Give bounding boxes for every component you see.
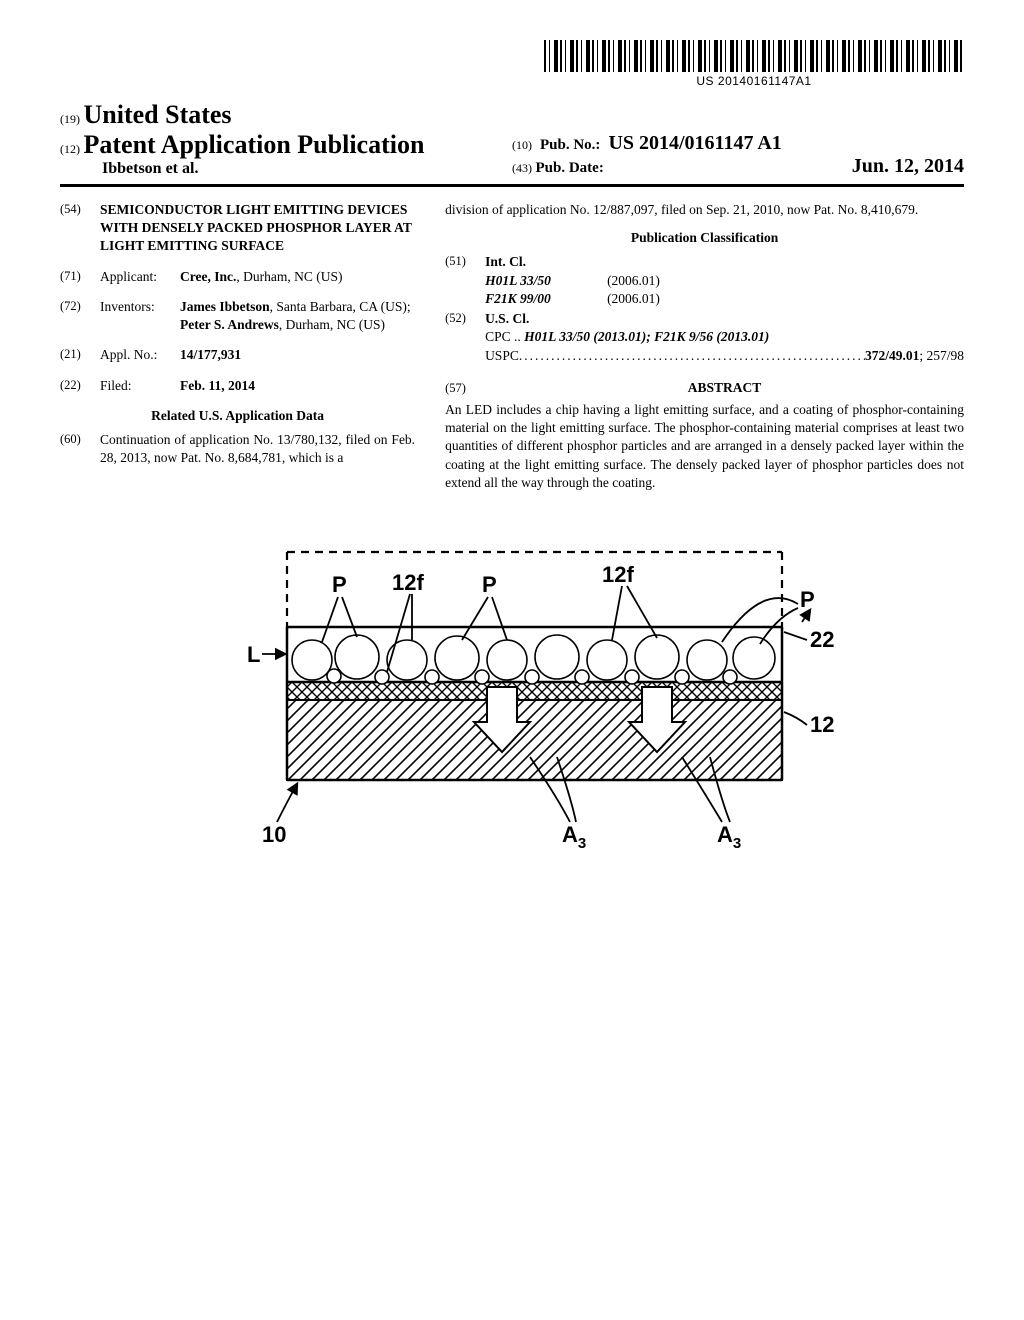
pubno-label: Pub. No.: xyxy=(540,137,600,154)
uspc-line: USPC 372/49.01; 257/98 xyxy=(485,347,964,365)
header-row: (19) United States (12) Patent Applicati… xyxy=(60,100,964,178)
num43: (43) xyxy=(512,161,532,175)
inventors-label: Inventors: xyxy=(100,298,180,334)
intcl-label: Int. Cl. xyxy=(485,254,526,269)
barcode: US 20140161147A1 xyxy=(544,40,964,88)
intcl2-year: (2006.01) xyxy=(607,290,660,308)
pubno: US 2014/0161147 A1 xyxy=(608,132,781,155)
field-related: (60) Continuation of application No. 13/… xyxy=(60,431,415,467)
intcl-row-1: H01L 33/50 (2006.01) xyxy=(485,272,964,290)
num10: (10) xyxy=(512,138,532,153)
pubtype-line: (12) Patent Application Publication xyxy=(60,130,512,160)
label-12f-2: 12f xyxy=(602,562,634,587)
num12: (12) xyxy=(60,142,80,156)
field-applicant: (71) Applicant: Cree, Inc., Durham, NC (… xyxy=(60,268,415,286)
pubno-line: (10) Pub. No.: US 2014/0161147 A1 xyxy=(512,132,964,155)
label-12f-1: 12f xyxy=(392,570,424,595)
header-rule xyxy=(60,184,964,187)
num71: (71) xyxy=(60,268,100,286)
intcl1-year: (2006.01) xyxy=(607,272,660,290)
field-inventors: (72) Inventors: James Ibbetson, Santa Ba… xyxy=(60,298,415,334)
num19: (19) xyxy=(60,112,80,126)
num51: (51) xyxy=(445,253,485,308)
filed-label: Filed: xyxy=(100,377,180,395)
cpc-line: CPC .. H01L 33/50 (2013.01); F21K 9/56 (… xyxy=(485,328,964,346)
related-head: Related U.S. Application Data xyxy=(60,407,415,425)
svg-text:A3: A3 xyxy=(562,822,586,852)
field-title: (54) SEMICONDUCTOR LIGHT EMITTING DEVICE… xyxy=(60,201,415,256)
field-intcl: (51) Int. Cl. H01L 33/50 (2006.01) F21K … xyxy=(445,253,964,308)
num54: (54) xyxy=(60,201,100,256)
cpc-label: CPC .. xyxy=(485,329,521,344)
applno-label: Appl. No.: xyxy=(100,346,180,364)
header-left: (19) United States (12) Patent Applicati… xyxy=(60,100,512,178)
related-text: Continuation of application No. 13/780,1… xyxy=(100,431,415,467)
barcode-bars xyxy=(544,40,964,72)
field-uscl: (52) U.S. Cl. CPC .. H01L 33/50 (2013.01… xyxy=(445,310,964,365)
num21: (21) xyxy=(60,346,100,364)
barcode-text: US 20140161147A1 xyxy=(544,74,964,88)
num60: (60) xyxy=(60,431,100,467)
abstract-head-row: (57) ABSTRACT xyxy=(445,373,964,401)
intcl2-code: F21K 99/00 xyxy=(485,290,595,308)
right-column: division of application No. 12/887,097, … xyxy=(445,201,964,492)
label-P-3: P xyxy=(800,587,815,612)
num57: (57) xyxy=(445,380,485,397)
pubdate-line: (43) Pub. Date: Jun. 12, 2014 xyxy=(512,155,964,178)
pubdate: Jun. 12, 2014 xyxy=(852,155,964,178)
label-L: L xyxy=(247,642,260,667)
num52: (52) xyxy=(445,310,485,365)
barcode-area: US 20140161147A1 xyxy=(60,40,964,90)
label-A3-1: A3 xyxy=(562,822,586,852)
applno: 14/177,931 xyxy=(180,346,415,364)
applicant: Cree, Inc., Durham, NC (US) xyxy=(180,268,415,286)
invention-title: SEMICONDUCTOR LIGHT EMITTING DEVICES WIT… xyxy=(100,201,415,256)
applicant-label: Applicant: xyxy=(100,268,180,286)
uspc-dots xyxy=(519,347,865,365)
filed-date: Feb. 11, 2014 xyxy=(180,377,415,395)
uscl-label: U.S. Cl. xyxy=(485,311,529,326)
uspc-label: USPC xyxy=(485,347,519,365)
country-line: (19) United States xyxy=(60,100,512,130)
phosphor-particles xyxy=(292,635,775,684)
abstract-body: An LED includes a chip having a light em… xyxy=(445,401,964,492)
label-10: 10 xyxy=(262,822,286,847)
label-P-1: P xyxy=(332,572,347,597)
body-columns: (54) SEMICONDUCTOR LIGHT EMITTING DEVICE… xyxy=(60,201,964,492)
authors-short: Ibbetson et al. xyxy=(102,160,512,178)
pubdate-label: Pub. Date: xyxy=(536,160,604,176)
label-12: 12 xyxy=(810,712,834,737)
uscl-body: U.S. Cl. CPC .. H01L 33/50 (2013.01); F2… xyxy=(485,310,964,365)
abstract-head: ABSTRACT xyxy=(485,379,964,397)
field-applno: (21) Appl. No.: 14/177,931 xyxy=(60,346,415,364)
intcl-body: Int. Cl. H01L 33/50 (2006.01) F21K 99/00… xyxy=(485,253,964,308)
cpc: H01L 33/50 (2013.01); F21K 9/56 (2013.01… xyxy=(524,329,769,344)
label-22: 22 xyxy=(810,627,834,652)
svg-text:A3: A3 xyxy=(717,822,741,852)
header-right: (10) Pub. No.: US 2014/0161147 A1 (43) P… xyxy=(512,132,964,178)
country: United States xyxy=(84,100,232,129)
pub-type: Patent Application Publication xyxy=(84,130,425,159)
num72: (72) xyxy=(60,298,100,334)
left-column: (54) SEMICONDUCTOR LIGHT EMITTING DEVICE… xyxy=(60,201,415,492)
applicant-name: Cree, Inc. xyxy=(180,269,236,284)
intcl1-code: H01L 33/50 xyxy=(485,272,595,290)
field-filed: (22) Filed: Feb. 11, 2014 xyxy=(60,377,415,395)
label-P-2: P xyxy=(482,572,497,597)
inventors: James Ibbetson, Santa Barbara, CA (US); … xyxy=(180,298,415,334)
classif-head: Publication Classification xyxy=(445,229,964,247)
related-cont: division of application No. 12/887,097, … xyxy=(445,201,964,219)
figure-wrap: L P P P 12f 12f 22 12 10 A3 A3 xyxy=(60,522,964,882)
intcl-row-2: F21K 99/00 (2006.01) xyxy=(485,290,964,308)
patent-figure: L P P P 12f 12f 22 12 10 A3 A3 xyxy=(162,522,862,882)
uspc: 372/49.01; 257/98 xyxy=(865,347,964,365)
label-A3-2: A3 xyxy=(717,822,741,852)
num22: (22) xyxy=(60,377,100,395)
